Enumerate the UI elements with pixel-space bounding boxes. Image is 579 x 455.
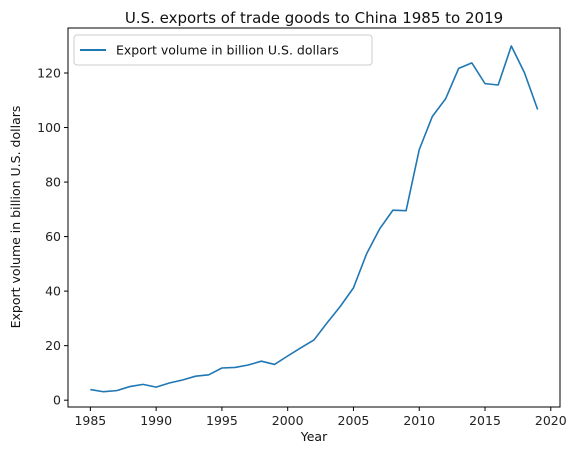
x-axis-title: Year — [300, 429, 328, 444]
y-tick-label: 100 — [37, 120, 61, 135]
x-tick-label: 2010 — [403, 413, 435, 428]
legend: Export volume in billion U.S. dollars — [73, 34, 373, 66]
x-tick-label: 2015 — [469, 413, 501, 428]
x-tick-label: 1995 — [206, 413, 238, 428]
y-tick-label: 40 — [45, 284, 61, 299]
plot-frame — [67, 27, 561, 408]
legend-box — [73, 34, 373, 66]
y-tick-label: 20 — [45, 338, 61, 353]
y-tick-label: 80 — [45, 175, 61, 190]
y-tick-label: 120 — [37, 65, 61, 80]
x-tick-label: 2020 — [535, 413, 567, 428]
x-axis: 1985 1990 1995 2000 2005 2010 2015 2020 — [74, 407, 567, 428]
chart-title: U.S. exports of trade goods to China 198… — [125, 9, 503, 27]
y-tick-label: 60 — [45, 229, 61, 244]
x-tick-label: 1985 — [74, 413, 106, 428]
y-axis: 0 20 40 60 80 100 120 — [37, 65, 68, 408]
series-layer — [90, 45, 539, 393]
x-tick-label: 2005 — [338, 413, 370, 428]
x-tick-label: 1990 — [140, 413, 172, 428]
legend-label: Export volume in billion U.S. dollars — [116, 43, 339, 58]
y-axis-title: Export volume in billion U.S. dollars — [8, 106, 23, 329]
x-tick-label: 2000 — [272, 413, 304, 428]
y-tick-label: 0 — [53, 393, 61, 408]
series-line — [90, 45, 539, 393]
